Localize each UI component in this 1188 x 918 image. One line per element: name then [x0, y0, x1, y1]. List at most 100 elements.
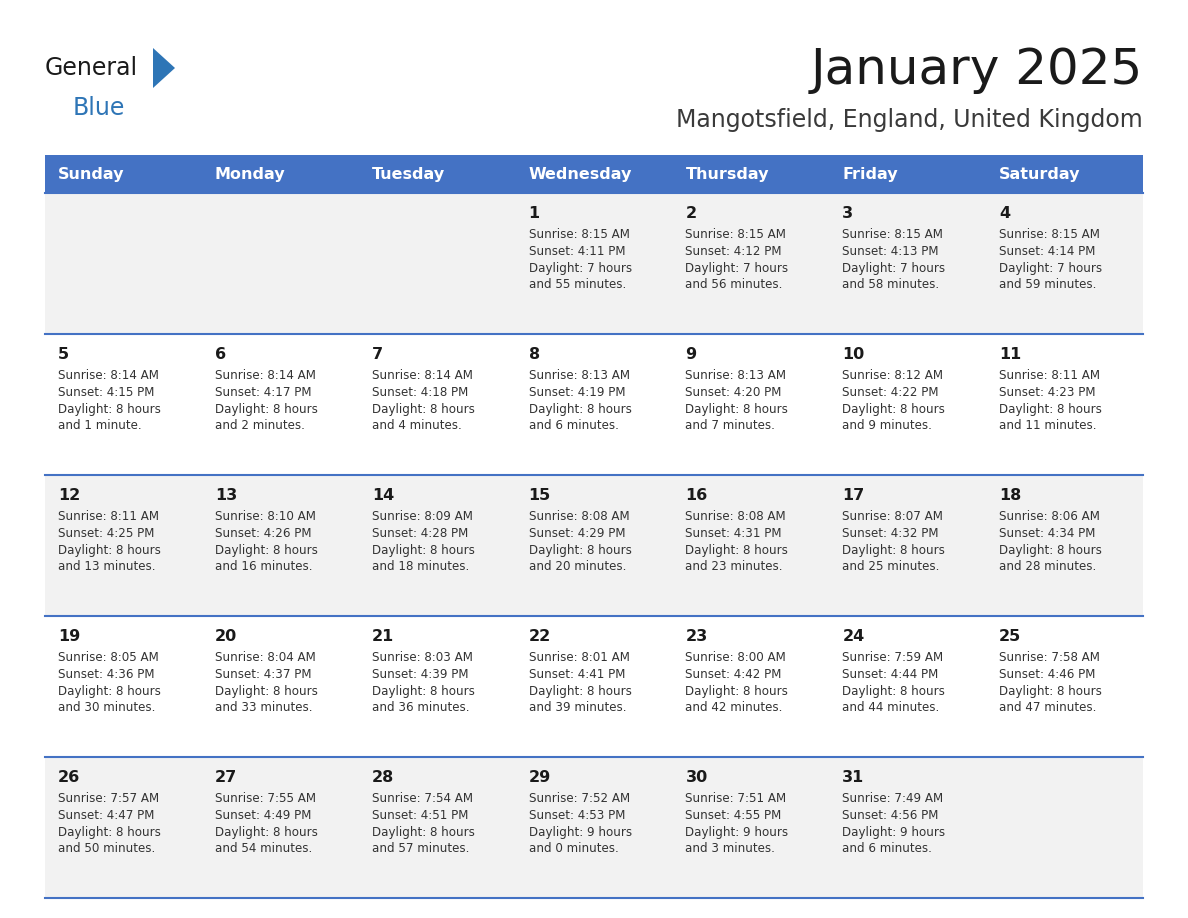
Text: Sunrise: 7:51 AM: Sunrise: 7:51 AM [685, 792, 786, 805]
Text: Friday: Friday [842, 166, 898, 182]
Bar [829, 155, 986, 193]
Text: Daylight: 7 hours: Daylight: 7 hours [842, 262, 946, 274]
Text: Sunset: 4:20 PM: Sunset: 4:20 PM [685, 386, 782, 398]
Text: 3: 3 [842, 206, 853, 221]
Text: 26: 26 [58, 770, 81, 785]
Bar [202, 155, 359, 193]
Text: Sunset: 4:14 PM: Sunset: 4:14 PM [999, 245, 1095, 258]
Text: Sunrise: 7:57 AM: Sunrise: 7:57 AM [58, 792, 159, 805]
Text: Sunrise: 8:04 AM: Sunrise: 8:04 AM [215, 651, 316, 664]
Text: and 3 minutes.: and 3 minutes. [685, 843, 776, 856]
Text: 5: 5 [58, 347, 69, 362]
Text: Daylight: 8 hours: Daylight: 8 hours [215, 825, 317, 839]
Text: Sunrise: 8:01 AM: Sunrise: 8:01 AM [529, 651, 630, 664]
Text: Sunset: 4:56 PM: Sunset: 4:56 PM [842, 809, 939, 822]
Text: Daylight: 8 hours: Daylight: 8 hours [58, 403, 160, 416]
Text: Sunset: 4:13 PM: Sunset: 4:13 PM [842, 245, 939, 258]
Text: Daylight: 8 hours: Daylight: 8 hours [529, 403, 632, 416]
Text: Daylight: 8 hours: Daylight: 8 hours [999, 403, 1102, 416]
Text: Wednesday: Wednesday [529, 166, 632, 182]
Text: Daylight: 7 hours: Daylight: 7 hours [685, 262, 789, 274]
Text: Sunrise: 7:49 AM: Sunrise: 7:49 AM [842, 792, 943, 805]
Text: Sunset: 4:18 PM: Sunset: 4:18 PM [372, 386, 468, 398]
Text: Sunset: 4:26 PM: Sunset: 4:26 PM [215, 527, 311, 540]
Text: 2: 2 [685, 206, 696, 221]
Text: Daylight: 7 hours: Daylight: 7 hours [999, 262, 1102, 274]
Bar [672, 155, 829, 193]
Bar [45, 757, 1143, 898]
Text: and 6 minutes.: and 6 minutes. [842, 843, 933, 856]
Text: 23: 23 [685, 629, 708, 644]
Text: Sunset: 4:32 PM: Sunset: 4:32 PM [842, 527, 939, 540]
Text: Sunset: 4:15 PM: Sunset: 4:15 PM [58, 386, 154, 398]
Bar [45, 475, 1143, 616]
Text: Sunset: 4:11 PM: Sunset: 4:11 PM [529, 245, 625, 258]
Text: Sunset: 4:19 PM: Sunset: 4:19 PM [529, 386, 625, 398]
Text: and 56 minutes.: and 56 minutes. [685, 278, 783, 291]
Text: 13: 13 [215, 488, 238, 503]
Text: and 13 minutes.: and 13 minutes. [58, 560, 156, 574]
Text: Daylight: 8 hours: Daylight: 8 hours [215, 403, 317, 416]
Text: Daylight: 9 hours: Daylight: 9 hours [685, 825, 789, 839]
Text: Sunrise: 8:15 AM: Sunrise: 8:15 AM [842, 228, 943, 241]
Text: Daylight: 9 hours: Daylight: 9 hours [529, 825, 632, 839]
Text: and 6 minutes.: and 6 minutes. [529, 420, 619, 432]
Text: Daylight: 8 hours: Daylight: 8 hours [58, 825, 160, 839]
Text: Sunrise: 7:58 AM: Sunrise: 7:58 AM [999, 651, 1100, 664]
Text: Daylight: 9 hours: Daylight: 9 hours [842, 825, 946, 839]
Text: and 20 minutes.: and 20 minutes. [529, 560, 626, 574]
Text: Sunset: 4:25 PM: Sunset: 4:25 PM [58, 527, 154, 540]
Text: Sunrise: 8:13 AM: Sunrise: 8:13 AM [685, 369, 786, 382]
Text: 24: 24 [842, 629, 865, 644]
Text: 18: 18 [999, 488, 1022, 503]
Text: and 47 minutes.: and 47 minutes. [999, 701, 1097, 714]
Text: and 28 minutes.: and 28 minutes. [999, 560, 1097, 574]
Text: Sunrise: 8:08 AM: Sunrise: 8:08 AM [685, 510, 786, 523]
Text: and 54 minutes.: and 54 minutes. [215, 843, 312, 856]
Text: Sunrise: 8:14 AM: Sunrise: 8:14 AM [58, 369, 159, 382]
Text: Sunset: 4:23 PM: Sunset: 4:23 PM [999, 386, 1095, 398]
Text: Sunset: 4:28 PM: Sunset: 4:28 PM [372, 527, 468, 540]
Text: and 44 minutes.: and 44 minutes. [842, 701, 940, 714]
Text: Sunrise: 8:05 AM: Sunrise: 8:05 AM [58, 651, 159, 664]
Text: Sunset: 4:31 PM: Sunset: 4:31 PM [685, 527, 782, 540]
Text: Sunrise: 8:06 AM: Sunrise: 8:06 AM [999, 510, 1100, 523]
Text: Daylight: 8 hours: Daylight: 8 hours [685, 685, 789, 698]
Text: Daylight: 8 hours: Daylight: 8 hours [842, 403, 946, 416]
Text: Mangotsfield, England, United Kingdom: Mangotsfield, England, United Kingdom [676, 108, 1143, 132]
Text: and 30 minutes.: and 30 minutes. [58, 701, 156, 714]
Text: Sunrise: 8:15 AM: Sunrise: 8:15 AM [529, 228, 630, 241]
Text: Daylight: 7 hours: Daylight: 7 hours [529, 262, 632, 274]
Text: Sunrise: 8:12 AM: Sunrise: 8:12 AM [842, 369, 943, 382]
Text: and 9 minutes.: and 9 minutes. [842, 420, 933, 432]
Text: Sunset: 4:37 PM: Sunset: 4:37 PM [215, 667, 311, 681]
Text: Thursday: Thursday [685, 166, 769, 182]
Polygon shape [153, 48, 175, 88]
Text: 20: 20 [215, 629, 238, 644]
Text: and 2 minutes.: and 2 minutes. [215, 420, 305, 432]
Text: and 23 minutes.: and 23 minutes. [685, 560, 783, 574]
Text: Sunrise: 8:09 AM: Sunrise: 8:09 AM [372, 510, 473, 523]
Text: and 57 minutes.: and 57 minutes. [372, 843, 469, 856]
Text: Sunset: 4:22 PM: Sunset: 4:22 PM [842, 386, 939, 398]
Bar [516, 155, 672, 193]
Text: 1: 1 [529, 206, 539, 221]
Text: Daylight: 8 hours: Daylight: 8 hours [58, 543, 160, 556]
Text: Sunset: 4:49 PM: Sunset: 4:49 PM [215, 809, 311, 822]
Text: Sunrise: 8:11 AM: Sunrise: 8:11 AM [999, 369, 1100, 382]
Text: 11: 11 [999, 347, 1022, 362]
Text: and 55 minutes.: and 55 minutes. [529, 278, 626, 291]
Text: 16: 16 [685, 488, 708, 503]
Text: Sunset: 4:12 PM: Sunset: 4:12 PM [685, 245, 782, 258]
Text: and 42 minutes.: and 42 minutes. [685, 701, 783, 714]
Text: Daylight: 8 hours: Daylight: 8 hours [842, 685, 946, 698]
Text: Sunset: 4:42 PM: Sunset: 4:42 PM [685, 667, 782, 681]
Text: and 50 minutes.: and 50 minutes. [58, 843, 156, 856]
Bar [359, 155, 516, 193]
Text: 6: 6 [215, 347, 226, 362]
Text: Daylight: 8 hours: Daylight: 8 hours [685, 403, 789, 416]
Text: and 58 minutes.: and 58 minutes. [842, 278, 940, 291]
Text: 15: 15 [529, 488, 551, 503]
Text: 7: 7 [372, 347, 383, 362]
Text: Sunrise: 8:11 AM: Sunrise: 8:11 AM [58, 510, 159, 523]
